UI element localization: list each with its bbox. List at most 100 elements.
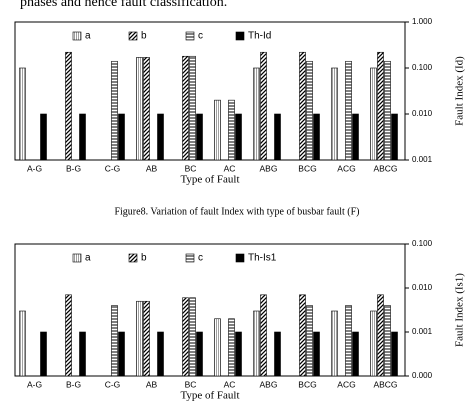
bar <box>40 113 47 161</box>
x-tick-label: BC <box>185 379 197 389</box>
bar <box>306 305 313 377</box>
bar <box>157 331 164 377</box>
x-tick-label: AB <box>146 379 158 389</box>
bar <box>40 331 47 377</box>
caption: Figure8. Variation of fault Index with t… <box>114 206 359 217</box>
bar <box>235 331 242 377</box>
x-tick-label: BC <box>185 163 197 173</box>
bar <box>331 67 338 161</box>
legend-swatch <box>72 253 82 263</box>
legend-label: Th-Is1 <box>248 253 277 264</box>
bar <box>189 55 196 161</box>
bar <box>196 331 203 377</box>
y-tick-label: 0.001 <box>412 155 433 164</box>
x-tick-label: ABCG <box>373 163 397 173</box>
bar <box>65 51 72 161</box>
legend-swatch <box>185 253 195 263</box>
bar <box>111 305 118 377</box>
bar <box>235 113 242 161</box>
y-tick-label: 0.010 <box>412 283 433 292</box>
x-tick-label: C-G <box>105 379 121 389</box>
legend-swatch <box>235 31 245 41</box>
bar <box>118 113 125 161</box>
bar <box>260 294 267 377</box>
y-tick-label: 0.100 <box>412 63 433 72</box>
legend-label: a <box>85 31 91 42</box>
bar <box>299 294 306 377</box>
x-tick-label: BCG <box>298 163 316 173</box>
x-tick-label: AC <box>224 163 236 173</box>
legend-label: Th-Id <box>248 31 271 42</box>
bar <box>299 51 306 161</box>
bar <box>136 57 143 161</box>
y-axis-label: Fault Index (Is1) <box>454 273 466 347</box>
x-tick-label: ABG <box>260 163 278 173</box>
bar <box>384 60 391 161</box>
bar <box>228 318 235 377</box>
bar <box>79 331 86 377</box>
legend-swatch <box>128 31 138 41</box>
legend-label: a <box>85 253 91 264</box>
bar <box>214 99 221 161</box>
bar <box>182 297 189 377</box>
y-tick-label: 0.000 <box>412 371 433 380</box>
bar <box>370 310 377 377</box>
bar <box>157 113 164 161</box>
bar <box>19 67 26 161</box>
bar <box>118 331 125 377</box>
x-tick-label: AC <box>224 379 236 389</box>
top-text: phases and hence fault classification. <box>20 0 227 10</box>
bar <box>306 60 313 161</box>
bar <box>384 305 391 377</box>
y-tick-label: 1.000 <box>412 17 433 26</box>
y-tick-label: 0.001 <box>412 327 433 336</box>
bar <box>253 67 260 161</box>
plot-frame <box>14 21 406 161</box>
x-tick-label: AB <box>146 163 158 173</box>
legend-label: c <box>198 31 203 42</box>
bar <box>352 331 359 377</box>
bar <box>196 113 203 161</box>
bar <box>391 331 398 377</box>
bar <box>345 60 352 161</box>
bar <box>136 300 143 377</box>
bar <box>260 51 267 161</box>
x-tick-label: C-G <box>105 163 121 173</box>
bar <box>391 113 398 161</box>
bar <box>143 300 150 377</box>
y-tick-label: 0.010 <box>412 109 433 118</box>
legend-swatch <box>128 253 138 263</box>
bar <box>79 113 86 161</box>
x-tick-label: B-G <box>66 163 81 173</box>
bar <box>19 310 26 377</box>
bar <box>331 310 338 377</box>
x-tick-label: ACG <box>337 163 355 173</box>
legend-swatch <box>185 31 195 41</box>
bar <box>352 113 359 161</box>
bar <box>214 318 221 377</box>
x-tick-label: ABG <box>260 379 278 389</box>
bar <box>313 331 320 377</box>
legend-swatch <box>235 253 245 263</box>
bar <box>111 60 118 161</box>
plot-frame <box>14 243 406 377</box>
x-tick-label: BCG <box>298 379 316 389</box>
legend-label: b <box>141 253 147 264</box>
x-tick-label: ABCG <box>373 379 397 389</box>
x-axis-label: Type of Fault <box>180 390 239 402</box>
legend-label: c <box>198 253 203 264</box>
bar <box>313 113 320 161</box>
bar <box>65 294 72 377</box>
bar <box>345 305 352 377</box>
bar <box>370 67 377 161</box>
bar <box>274 113 281 161</box>
bar <box>143 57 150 161</box>
bar <box>253 310 260 377</box>
x-axis-label: Type of Fault <box>180 174 239 186</box>
x-tick-label: A-G <box>27 379 42 389</box>
x-tick-label: A-G <box>27 163 42 173</box>
legend-swatch <box>72 31 82 41</box>
bar <box>274 331 281 377</box>
x-tick-label: B-G <box>66 379 81 389</box>
